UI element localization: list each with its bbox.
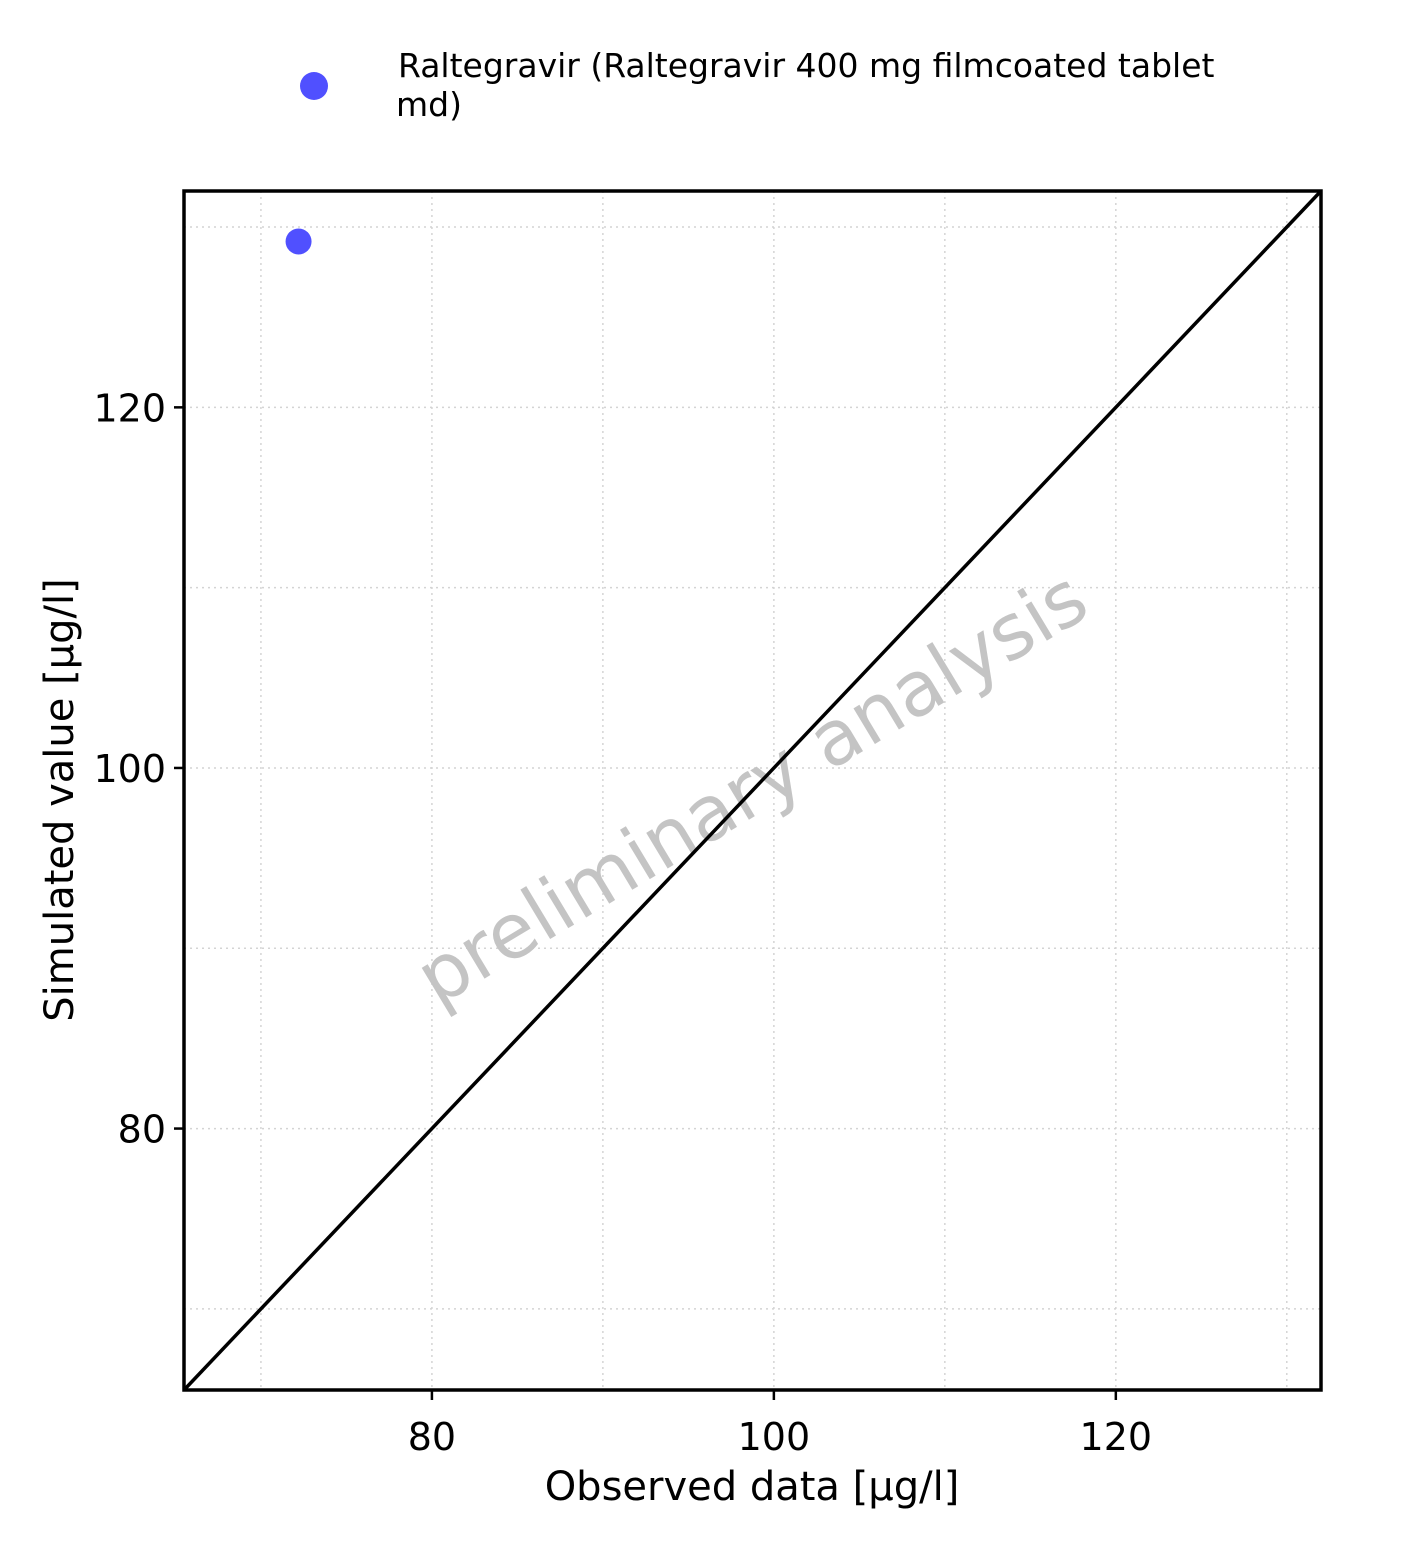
x-axis-title: Observed data [µg/l] — [545, 1464, 960, 1510]
identity-line — [182, 189, 1323, 1392]
legend: Raltegravir (Raltegravir 400 mg filmcoat… — [300, 46, 1215, 124]
x-tick-label: 80 — [408, 1415, 456, 1459]
x-axis: 80 100 120 — [408, 1390, 1152, 1459]
legend-label-line-1: Raltegravir (Raltegravir 400 mg filmcoat… — [398, 46, 1215, 85]
y-tick-label: 100 — [93, 747, 166, 791]
x-tick-label: 120 — [1080, 1415, 1153, 1459]
grid — [184, 191, 1321, 1390]
panel-border — [182, 189, 1323, 1392]
y-tick-label: 80 — [118, 1108, 166, 1152]
legend-label-line-2: md) — [396, 85, 462, 124]
y-axis: 80 100 120 — [93, 386, 184, 1152]
data-point — [285, 228, 312, 255]
x-tick-label: 100 — [738, 1415, 811, 1459]
y-axis-title: Simulated value [µg/l] — [37, 578, 83, 1021]
data-points — [285, 228, 312, 255]
y-tick-label: 120 — [93, 386, 166, 430]
legend-marker — [300, 72, 328, 100]
